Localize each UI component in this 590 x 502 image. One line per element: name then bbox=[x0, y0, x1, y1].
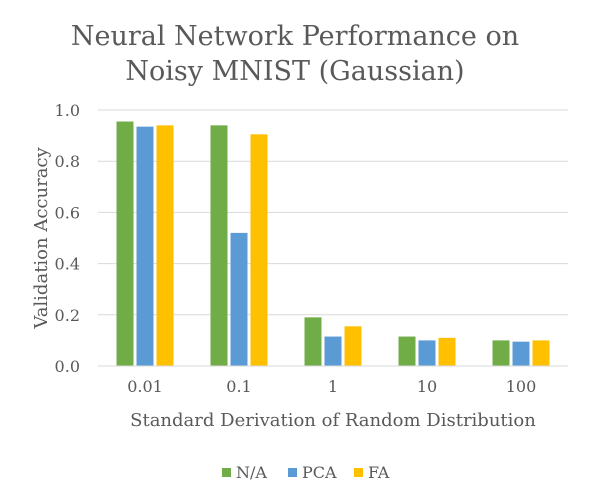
gridlines bbox=[98, 109, 568, 316]
legend-swatch bbox=[354, 468, 363, 477]
bar-pca-100 bbox=[512, 341, 530, 366]
bar-fa-0.01 bbox=[156, 125, 174, 366]
y-tick-label: 0.6 bbox=[55, 203, 80, 222]
legend-swatch bbox=[222, 468, 231, 477]
y-tick-label: 0.8 bbox=[55, 152, 80, 171]
bar-fa-10 bbox=[438, 337, 456, 366]
bar-pca-10 bbox=[418, 340, 436, 366]
bar-pca-1 bbox=[324, 336, 342, 366]
bar-na-0.01 bbox=[116, 121, 134, 367]
x-axis-title: Standard Derivation of Random Distributi… bbox=[130, 410, 536, 431]
bars bbox=[116, 121, 550, 367]
bar-na-1 bbox=[304, 317, 322, 366]
y-axis-title: Validation Accuracy bbox=[31, 147, 52, 330]
y-tick-label: 0.2 bbox=[55, 306, 80, 325]
x-axis-ticks: 0.01 0.1 1 10 100 bbox=[127, 377, 536, 396]
legend-label: N/A bbox=[236, 463, 267, 482]
bar-pca-0.1 bbox=[230, 232, 248, 366]
y-tick-label: 0.4 bbox=[55, 255, 80, 274]
x-tick-label: 0.1 bbox=[226, 377, 251, 396]
bar-fa-100 bbox=[532, 340, 550, 366]
x-tick-label: 10 bbox=[417, 377, 437, 396]
legend: N/A PCA FA bbox=[222, 463, 390, 482]
legend-label: FA bbox=[368, 463, 390, 482]
bar-na-0.1 bbox=[210, 125, 228, 366]
bar-fa-0.1 bbox=[250, 134, 268, 366]
x-tick-label: 100 bbox=[506, 377, 537, 396]
x-tick-label: 1 bbox=[328, 377, 338, 396]
bar-na-100 bbox=[492, 340, 510, 366]
chart-title-line-2: Noisy MNIST (Gaussian) bbox=[125, 56, 464, 87]
chart-title-line-1: Neural Network Performance on bbox=[71, 21, 519, 52]
bar-na-10 bbox=[398, 336, 416, 366]
bar-fa-1 bbox=[344, 326, 362, 366]
x-tick-label: 0.01 bbox=[127, 377, 163, 396]
bar-pca-0.01 bbox=[136, 126, 154, 366]
legend-swatch bbox=[288, 468, 297, 477]
y-tick-label: 0.0 bbox=[55, 357, 80, 376]
y-tick-label: 1.0 bbox=[55, 101, 80, 120]
legend-label: PCA bbox=[302, 463, 337, 482]
y-axis-ticks: 0.0 0.2 0.4 0.6 0.8 1.0 bbox=[55, 101, 80, 376]
